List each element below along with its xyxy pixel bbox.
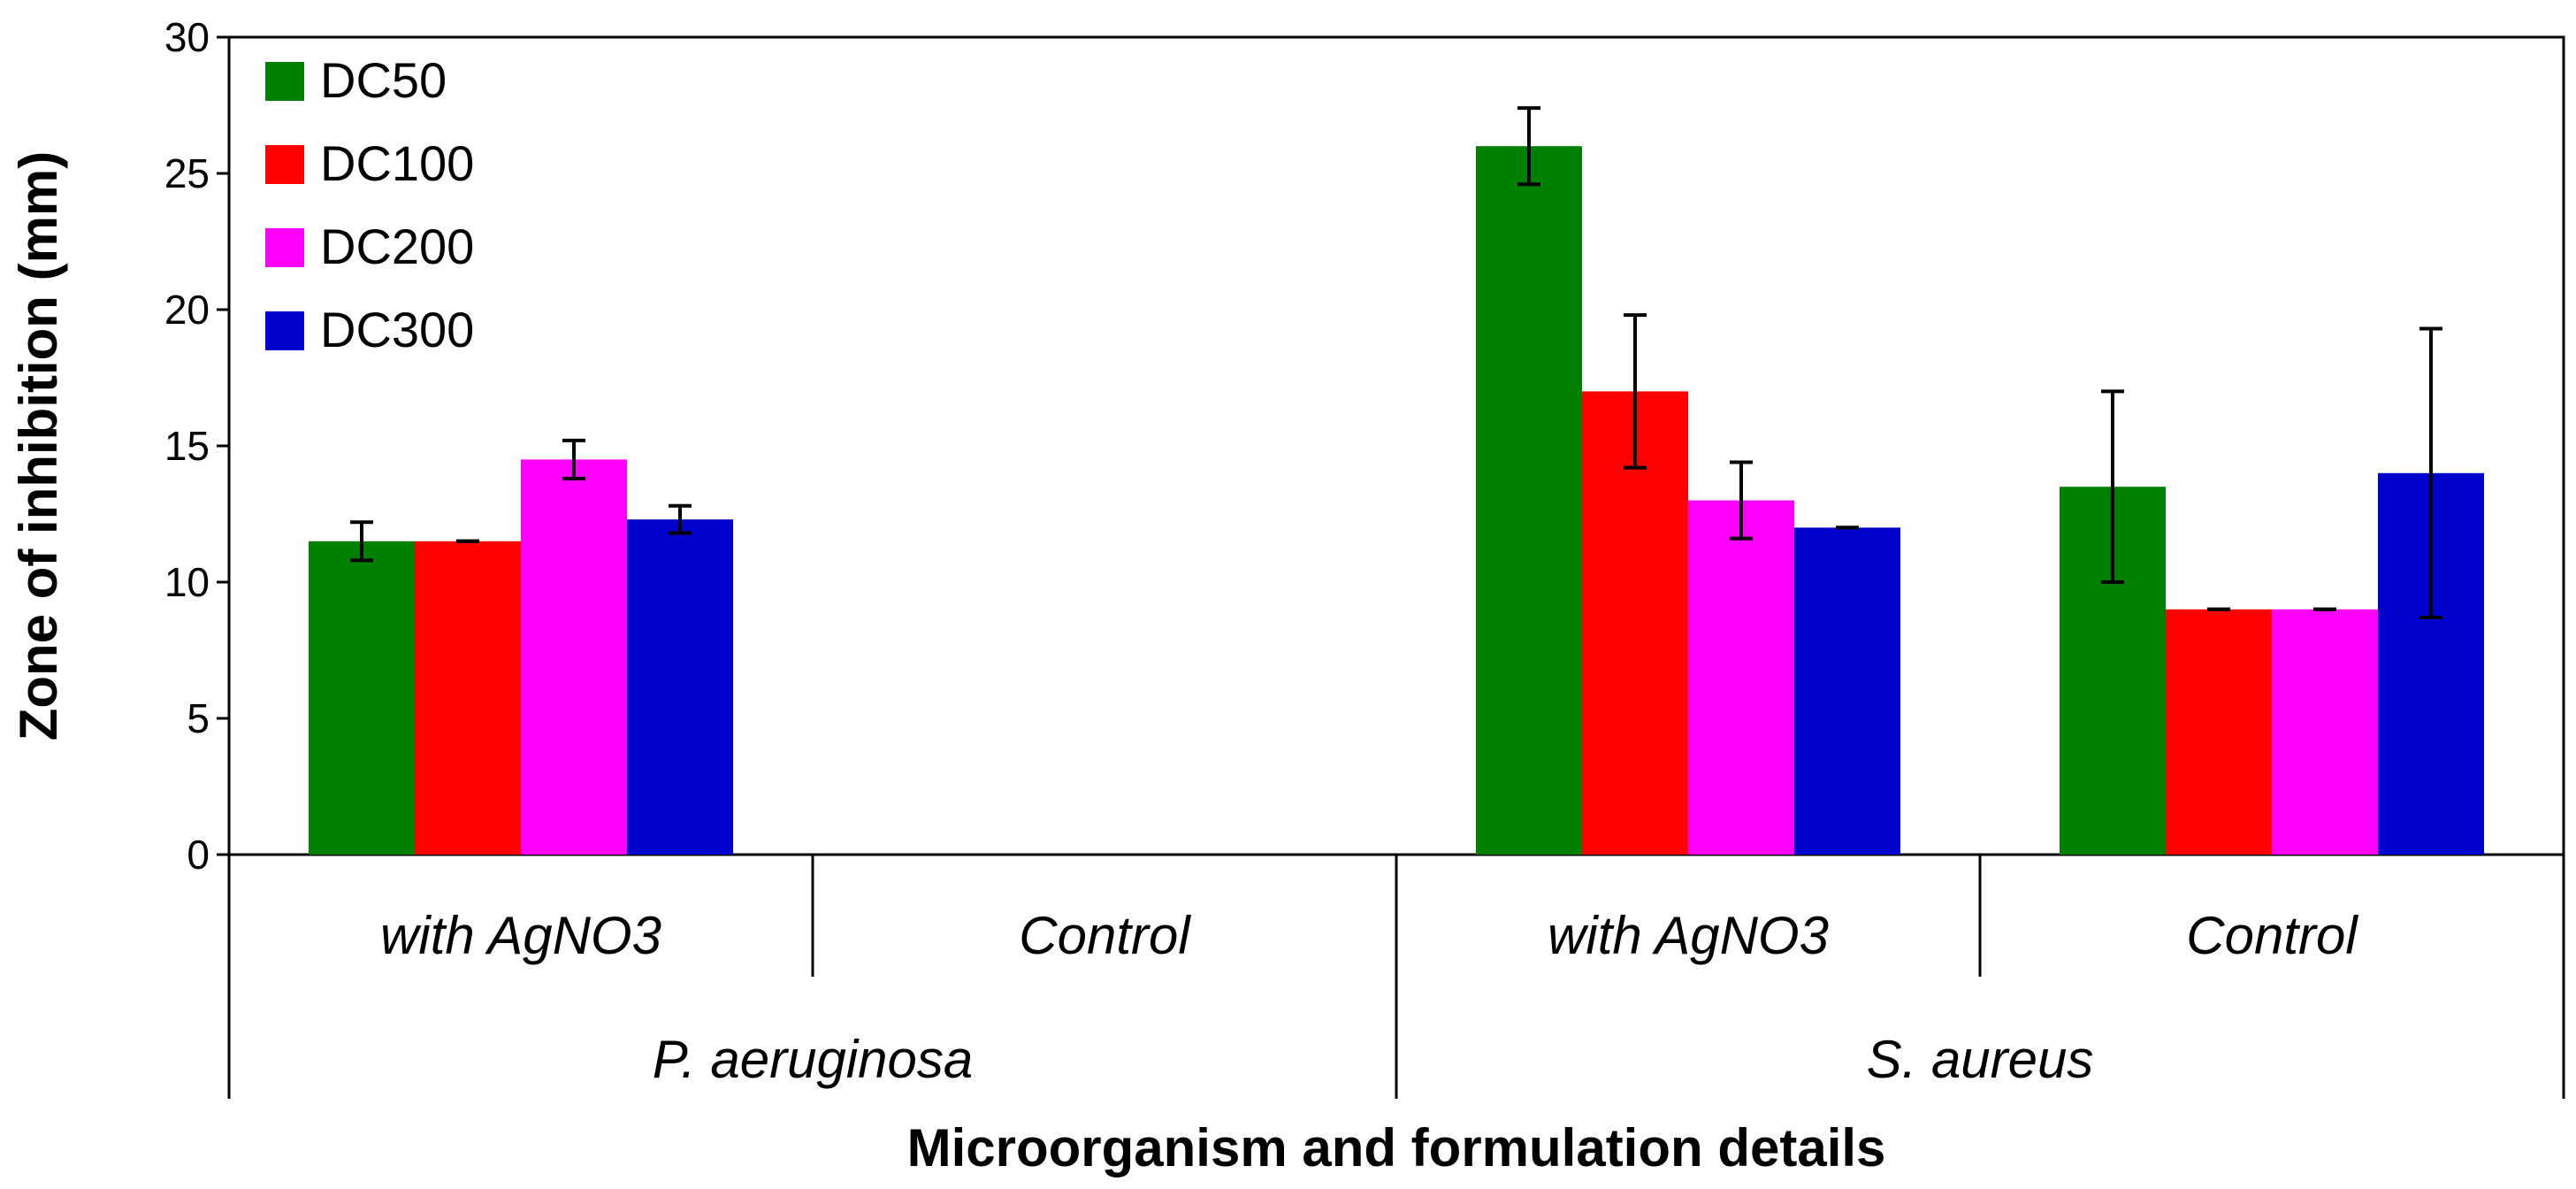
y-tick-label: 10 (164, 559, 210, 605)
bar-dc50 (1476, 146, 1582, 855)
legend-label: DC100 (320, 135, 474, 191)
error-bar (2419, 326, 2442, 620)
bar-dc300 (1794, 527, 1900, 855)
organism-label: S. aureus (1867, 1030, 2094, 1089)
x-axis: with AgNO3 Control P. aeruginosa with AgNO3… (227, 855, 2565, 1099)
legend-label: DC200 (320, 219, 474, 274)
error-bar (669, 503, 692, 535)
legend-label: DC50 (320, 52, 447, 108)
y-tick-label: 20 (164, 287, 210, 333)
bar-dc300 (627, 519, 733, 855)
organism-label: P. aeruginosa (653, 1030, 974, 1089)
y-tick-label: 25 (164, 150, 210, 196)
y-axis: 0 5 10 15 20 25 30 (164, 14, 229, 878)
y-tick-label: 30 (164, 14, 210, 60)
category-label: with AgNO3 (1548, 906, 1829, 965)
bar-dc200 (521, 459, 627, 855)
error-bar (1730, 460, 1753, 541)
y-tick-label: 5 (187, 695, 210, 741)
category-label: Control (2186, 906, 2358, 965)
error-bar (2101, 389, 2124, 584)
error-bar (1624, 313, 1647, 470)
bar-dc100 (2166, 609, 2272, 855)
error-bar (1517, 106, 1540, 187)
category-label: Control (1019, 906, 1191, 965)
legend: DC50 DC100 DC200 DC300 (265, 52, 474, 357)
bar-dc200 (2272, 609, 2378, 855)
bar-dc100 (415, 541, 521, 855)
category-label: with AgNO3 (380, 906, 661, 965)
legend-swatch (265, 228, 304, 267)
bars-layer (309, 146, 2484, 855)
bar-dc50 (309, 541, 415, 855)
y-tick-label: 0 (187, 832, 210, 878)
legend-swatch (265, 62, 304, 101)
error-bars-layer (350, 106, 2442, 620)
bar-dc200 (1688, 500, 1794, 855)
legend-swatch (265, 311, 304, 350)
legend-label: DC300 (320, 302, 474, 357)
error-bar (350, 520, 373, 563)
y-tick-label: 15 (164, 423, 210, 469)
x-axis-title: Microorganism and formulation details (907, 1118, 1886, 1177)
error-bar (562, 438, 585, 480)
legend-swatch (265, 145, 304, 184)
y-axis-title: Zone of inhibition (mm) (9, 151, 68, 741)
